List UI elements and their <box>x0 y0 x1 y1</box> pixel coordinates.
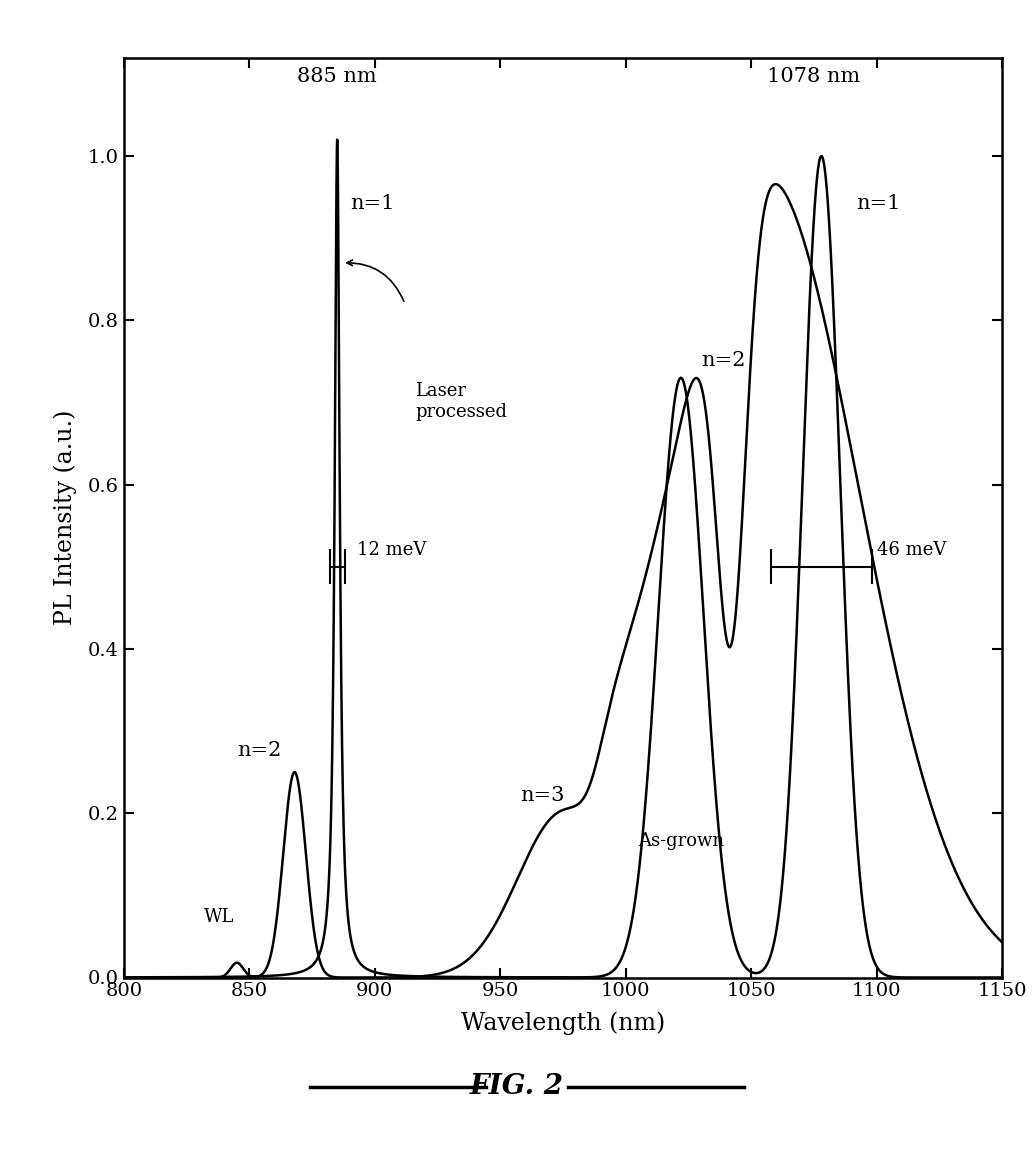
Text: FIG. 2: FIG. 2 <box>470 1073 563 1101</box>
Text: WL: WL <box>205 907 234 926</box>
Text: n=3: n=3 <box>521 785 565 805</box>
Text: n=2: n=2 <box>237 741 281 760</box>
Text: n=2: n=2 <box>701 351 746 369</box>
Text: 46 meV: 46 meV <box>877 540 946 559</box>
Y-axis label: PL Intensity (a.u.): PL Intensity (a.u.) <box>54 409 77 626</box>
Text: As-grown: As-grown <box>638 833 724 850</box>
Text: 885 nm: 885 nm <box>298 67 377 86</box>
Text: n=1: n=1 <box>856 194 901 214</box>
Text: 12 meV: 12 meV <box>357 540 427 559</box>
Text: n=1: n=1 <box>350 194 395 214</box>
X-axis label: Wavelength (nm): Wavelength (nm) <box>461 1012 665 1035</box>
Text: Laser
processed: Laser processed <box>415 382 507 421</box>
Text: 1078 nm: 1078 nm <box>768 67 860 86</box>
